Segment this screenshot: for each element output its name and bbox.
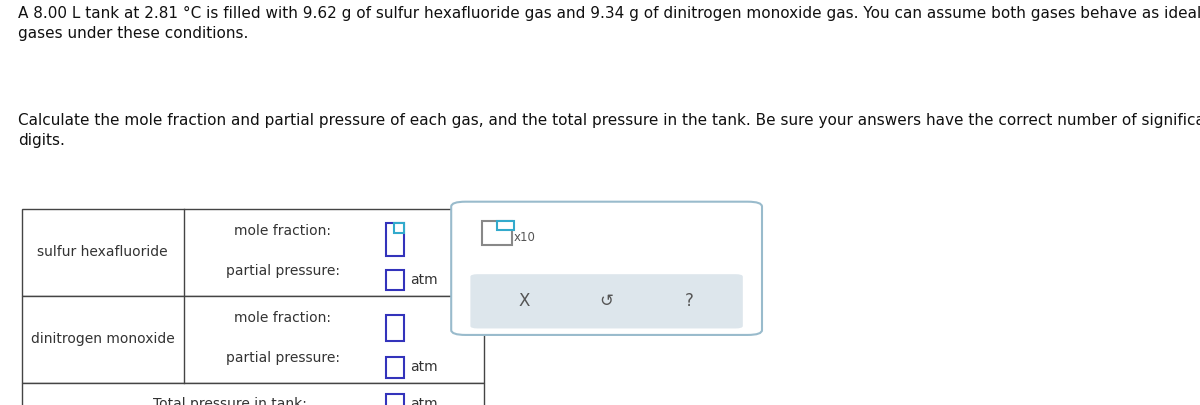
Text: X: X — [518, 292, 529, 310]
Text: A 8.00 L tank at 2.81 °C is filled with 9.62 g of sulfur hexafluoride gas and 9.: A 8.00 L tank at 2.81 °C is filled with … — [18, 6, 1200, 41]
Text: Total pressure in tank:: Total pressure in tank: — [152, 397, 306, 405]
Bar — [22, 383, 484, 405]
Text: Calculate the mole fraction and partial pressure of each gas, and the total pres: Calculate the mole fraction and partial … — [18, 113, 1200, 148]
FancyBboxPatch shape — [451, 202, 762, 335]
Bar — [22, 296, 484, 383]
Text: atm: atm — [410, 397, 438, 405]
Text: sulfur hexafluoride: sulfur hexafluoride — [37, 245, 168, 259]
Bar — [482, 221, 512, 245]
Bar — [386, 358, 404, 377]
Bar — [386, 315, 404, 341]
Text: mole fraction:: mole fraction: — [234, 311, 331, 325]
Bar — [22, 209, 484, 296]
Text: mole fraction:: mole fraction: — [234, 224, 331, 238]
Text: partial pressure:: partial pressure: — [226, 352, 340, 365]
Bar — [498, 221, 514, 230]
Text: x10: x10 — [514, 231, 535, 244]
Text: ↺: ↺ — [600, 292, 613, 310]
Text: dinitrogen monoxide: dinitrogen monoxide — [31, 332, 174, 346]
Text: ?: ? — [685, 292, 694, 310]
Bar — [394, 223, 403, 233]
FancyBboxPatch shape — [470, 274, 743, 328]
Bar — [386, 394, 404, 405]
Text: partial pressure:: partial pressure: — [226, 264, 340, 278]
Text: atm: atm — [410, 360, 438, 375]
Bar — [386, 224, 404, 256]
Bar — [386, 271, 404, 290]
Text: atm: atm — [410, 273, 438, 288]
